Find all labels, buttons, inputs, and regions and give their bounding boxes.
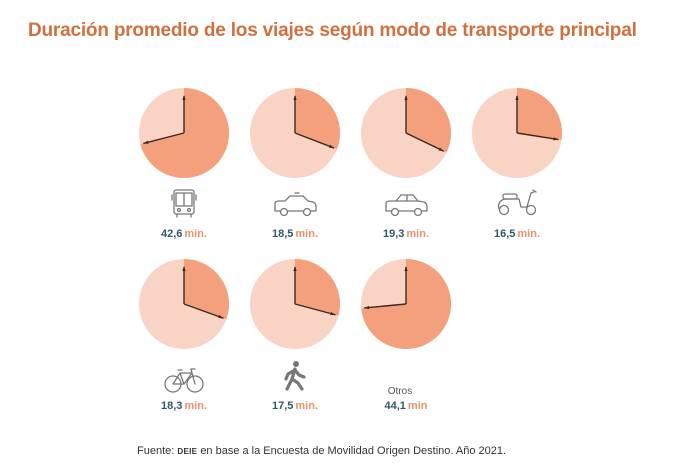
value-number: 42,6 [160,228,183,240]
value-unit: min. [295,228,319,240]
pie-1 [139,88,230,179]
value-label: 18,5 min. [272,228,318,240]
walking-icon [284,361,306,391]
value-label: 42,6 min. [161,228,207,240]
pie-filled-slice [517,88,562,141]
source-note: Fuente: DEIE en base a la Encuesta de Mo… [137,445,506,457]
clock-hand-arrow [330,312,336,316]
pie-2 [250,88,340,178]
clock-hand-arrow [364,305,370,310]
bicycle-icon [164,368,204,393]
pie-3 [361,88,451,178]
clock-hand-value [516,132,559,141]
value-unit: min. [184,228,208,240]
pie-6 [250,259,341,349]
clock-hand-value [364,303,407,309]
clock-hand-arrow [404,95,408,100]
pie-filled-slice [295,88,340,150]
value-unit: min. [295,400,319,412]
value-label: 18,3 min. [161,400,207,412]
value-unit: min [407,400,428,412]
value-unit: min. [517,228,541,240]
clock-hand-arrow [328,144,335,149]
taxi-icon [274,192,317,217]
clock-hand-value [294,132,335,149]
pie-filled-slice [140,88,230,179]
clock-hand-value [294,303,336,316]
clock-hand-arrow [293,266,297,271]
value-label: 19,3 min. [383,228,429,240]
value-number: 18,3 [160,400,183,412]
clock-hand-arrow [515,95,519,100]
value-number: 16,5 [493,228,516,240]
source-text: en base a la Encuesta de Movilidad Orige… [200,445,507,457]
clock-hand-arrow [218,315,224,319]
pie-filled-slice [184,259,229,320]
clock-hand-arrow [438,147,444,152]
clock-hand-arrow [293,95,297,100]
source-org: DEIE [177,447,198,456]
value-label: 44,1 min [385,400,428,412]
clock-hand-arrow [553,137,559,141]
value-number: 19,3 [382,228,405,240]
value-label: 16,5 min. [494,228,540,240]
clock-hand-arrow [182,95,186,100]
bus-icon [171,189,197,218]
value-number: 44,1 [384,400,406,412]
pie-4 [472,88,562,178]
pie-5 [139,259,229,349]
clock-hand-arrow [404,266,408,271]
mode-name-label: Otros [387,386,413,397]
car-icon [385,194,428,217]
pie-filled-slice [295,259,341,316]
clock-hand-value [143,132,185,145]
value-unit: min. [184,400,208,412]
clock-hand-value [183,303,224,319]
value-unit: min. [406,228,430,240]
clock-hand-arrow [182,266,186,271]
clock-hand-arrow [143,140,149,144]
source-prefix: Fuente: [137,445,175,457]
chart-title: Duración promedio de los viajes según mo… [28,20,637,41]
pie-filled-slice [406,88,451,153]
value-number: 17,5 [271,400,294,412]
clock-hand-value [405,132,445,152]
value-label: 17,5 min. [272,400,318,412]
value-number: 18,5 [271,228,294,240]
pie-7 [361,259,451,350]
scooter-icon [497,189,537,216]
